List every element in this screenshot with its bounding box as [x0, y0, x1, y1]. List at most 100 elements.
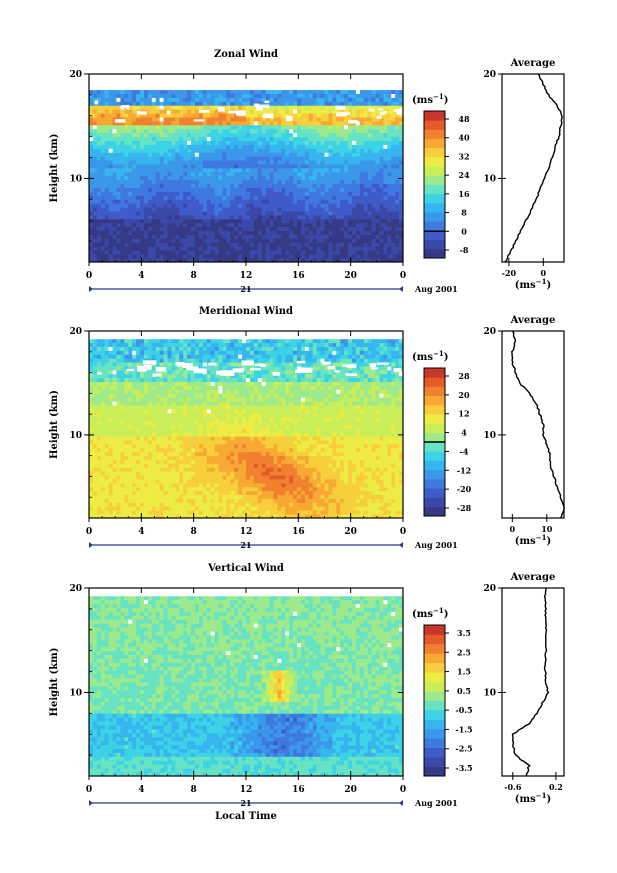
- colorbar-tick-label: 2.5: [457, 647, 471, 657]
- colorbar-swatch: [424, 469, 445, 480]
- colorbar-tick-label: 8: [461, 208, 467, 218]
- profile-y-tick-label: 10: [483, 174, 496, 184]
- colorbar-unit: (ms−1): [412, 92, 448, 106]
- y-axis-label: Height (km): [49, 134, 60, 203]
- colorbar-swatch: [424, 414, 445, 424]
- colorbar-frame: [423, 110, 446, 259]
- colorbar-swatch: [424, 248, 445, 259]
- x-tick-label: 20: [344, 785, 357, 795]
- unit-sup: −1: [433, 606, 444, 615]
- colorbar-tick-label: -28: [457, 503, 472, 513]
- colorbar-swatch: [424, 138, 445, 149]
- colorbar-swatch: [424, 377, 445, 387]
- colorbar-tick-label: 28: [458, 371, 470, 381]
- colorbar-swatch: [424, 757, 445, 767]
- x-tick-label: 12: [240, 527, 253, 537]
- colorbar-swatch: [424, 653, 445, 664]
- colorbar-swatch: [424, 643, 445, 654]
- y-tick-label: 10: [69, 688, 82, 698]
- x-tick-label: 20: [344, 271, 357, 281]
- panel-title: Meridional Wind: [199, 306, 293, 317]
- x-tick-label: 8: [191, 271, 197, 281]
- profile-x-tick-label: 0.2: [549, 782, 563, 792]
- colorbar-tick-label: -0.5: [455, 705, 472, 715]
- colorbar-swatch: [424, 423, 445, 434]
- colorbar: 28 20 12 4 -4 -12 -20 -28 (ms−1): [412, 349, 472, 517]
- colorbar-tick-label: 1.5: [457, 667, 471, 677]
- unit-end: ): [444, 609, 449, 620]
- date-arrow-right: [399, 286, 403, 292]
- colorbar-swatch: [424, 368, 445, 378]
- colorbar-tick-label: -1.5: [455, 724, 472, 734]
- unit-sup: −1: [536, 533, 547, 542]
- colorbar-tick-label: 12: [458, 409, 469, 419]
- heatmap-cells: [89, 331, 403, 518]
- date-arrow-left: [89, 286, 93, 292]
- date-label: 21: [240, 284, 251, 294]
- colorbar-swatch: [424, 728, 445, 739]
- panel-2: Vertical Wind 20 10 Height (km) 0 4 8 12 16 20 0 21…: [49, 563, 565, 822]
- colorbar-tick-label: 0.5: [457, 686, 471, 696]
- unit-end: ): [546, 280, 551, 291]
- profile-title: Average: [510, 315, 556, 326]
- unit-main: (ms: [515, 794, 536, 805]
- date-suffix: Aug 2001: [414, 798, 458, 808]
- y-axis-label: Height (km): [49, 390, 60, 459]
- profile-unit: (ms−1): [515, 277, 551, 291]
- colorbar-swatch: [424, 497, 445, 508]
- profile-line: [510, 330, 565, 519]
- x-tick-label: 20: [344, 527, 357, 537]
- colorbar-swatch: [424, 239, 445, 250]
- x-tick-label: 8: [191, 527, 197, 537]
- colorbar-swatch: [424, 230, 445, 241]
- profile-x-tick-label: -20: [502, 268, 517, 278]
- profile-frame: [501, 330, 565, 519]
- colorbar-tick-label: 20: [458, 390, 470, 400]
- profile-y-tick-label: 20: [483, 584, 496, 594]
- colorbar-swatch: [424, 166, 445, 176]
- colorbar-tick-label: -4: [460, 446, 469, 456]
- colorbar-swatch: [424, 221, 445, 231]
- x-tick-label: 16: [292, 785, 305, 795]
- x-tick-label: 0: [86, 271, 92, 281]
- x-tick-label: 0: [400, 527, 406, 537]
- profile-line: [511, 587, 550, 777]
- date-suffix: Aug 2001: [414, 284, 458, 294]
- colorbar-swatch: [424, 212, 445, 222]
- colorbar-swatch: [424, 184, 445, 195]
- profile-x-tick-label: 0: [541, 268, 547, 278]
- unit-end: ): [546, 794, 551, 805]
- colorbar-swatch: [424, 709, 445, 720]
- x-tick-label: 12: [240, 271, 253, 281]
- unit-sup: −1: [536, 277, 547, 286]
- panel-title: Vertical Wind: [207, 563, 284, 574]
- colorbar-tick-label: 0: [461, 226, 467, 236]
- colorbar-swatch: [424, 672, 445, 683]
- x-tick-label: 4: [138, 785, 144, 795]
- colorbar-swatch: [424, 479, 445, 489]
- colorbar-swatch: [424, 156, 445, 167]
- colorbar-tick-label: -20: [457, 484, 472, 494]
- y-tick-label: 10: [69, 431, 82, 441]
- date-arrow-right: [399, 800, 403, 806]
- heatmap-cells: [89, 588, 403, 776]
- colorbar-swatch: [424, 766, 445, 777]
- profile-y-tick-label: 20: [483, 70, 496, 80]
- profile-y-tick-label: 10: [483, 688, 496, 698]
- colorbar-swatch: [424, 460, 445, 471]
- profile-line: [504, 73, 563, 263]
- colorbar-swatch: [424, 662, 445, 673]
- profile-title: Average: [510, 58, 556, 69]
- profile-unit: (ms−1): [515, 791, 551, 805]
- colorbar-frame: [423, 624, 446, 777]
- colorbar-tick-label: -3.5: [455, 763, 472, 773]
- x-tick-label: 4: [138, 271, 144, 281]
- profile-unit: (ms−1): [515, 533, 551, 547]
- unit-sup: −1: [433, 349, 444, 358]
- profile-x-tick-label: 10: [541, 524, 553, 534]
- colorbar-tick-label: 3.5: [457, 628, 471, 638]
- colorbar-swatch: [424, 625, 445, 635]
